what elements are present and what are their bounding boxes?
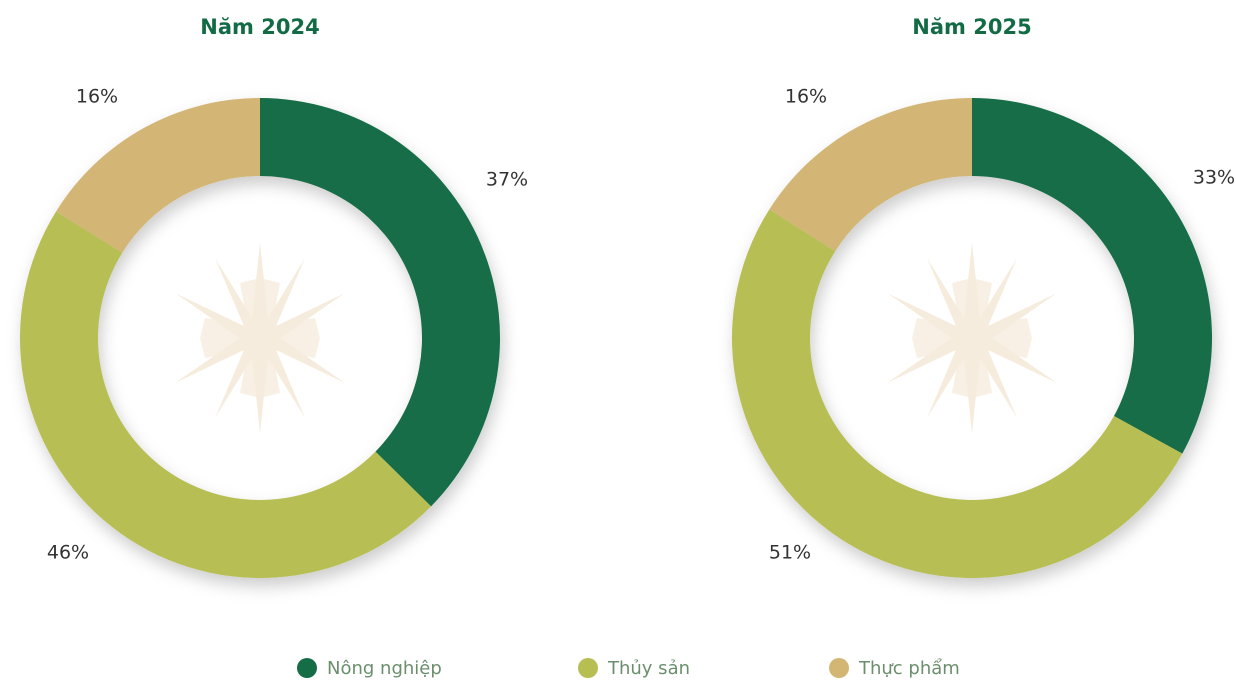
chart-title: Năm 2025 bbox=[912, 15, 1031, 39]
donut-segment bbox=[769, 98, 972, 251]
decoration bbox=[175, 243, 345, 433]
data-label: 46% bbox=[47, 542, 89, 564]
donut-segment bbox=[260, 98, 500, 506]
legend-label: Nông nghiệp bbox=[327, 658, 442, 679]
data-label: 16% bbox=[76, 86, 118, 108]
chart-title: Năm 2024 bbox=[200, 15, 319, 39]
data-label: 16% bbox=[785, 86, 827, 108]
legend-marker bbox=[297, 658, 317, 678]
donut-segment bbox=[56, 98, 260, 253]
data-label: 37% bbox=[486, 169, 528, 191]
legend-label: Thủy sản bbox=[607, 658, 690, 679]
legend-marker bbox=[829, 658, 849, 678]
decoration bbox=[887, 243, 1057, 433]
data-label: 33% bbox=[1193, 167, 1235, 189]
legend-marker bbox=[578, 658, 598, 678]
chart: Năm 2024 37% 46% 16% Năm 2025 33% 51% 16% Nông n… bbox=[0, 0, 1236, 681]
legend-label: Thực phẩm bbox=[858, 658, 960, 679]
data-label: 51% bbox=[769, 542, 811, 564]
